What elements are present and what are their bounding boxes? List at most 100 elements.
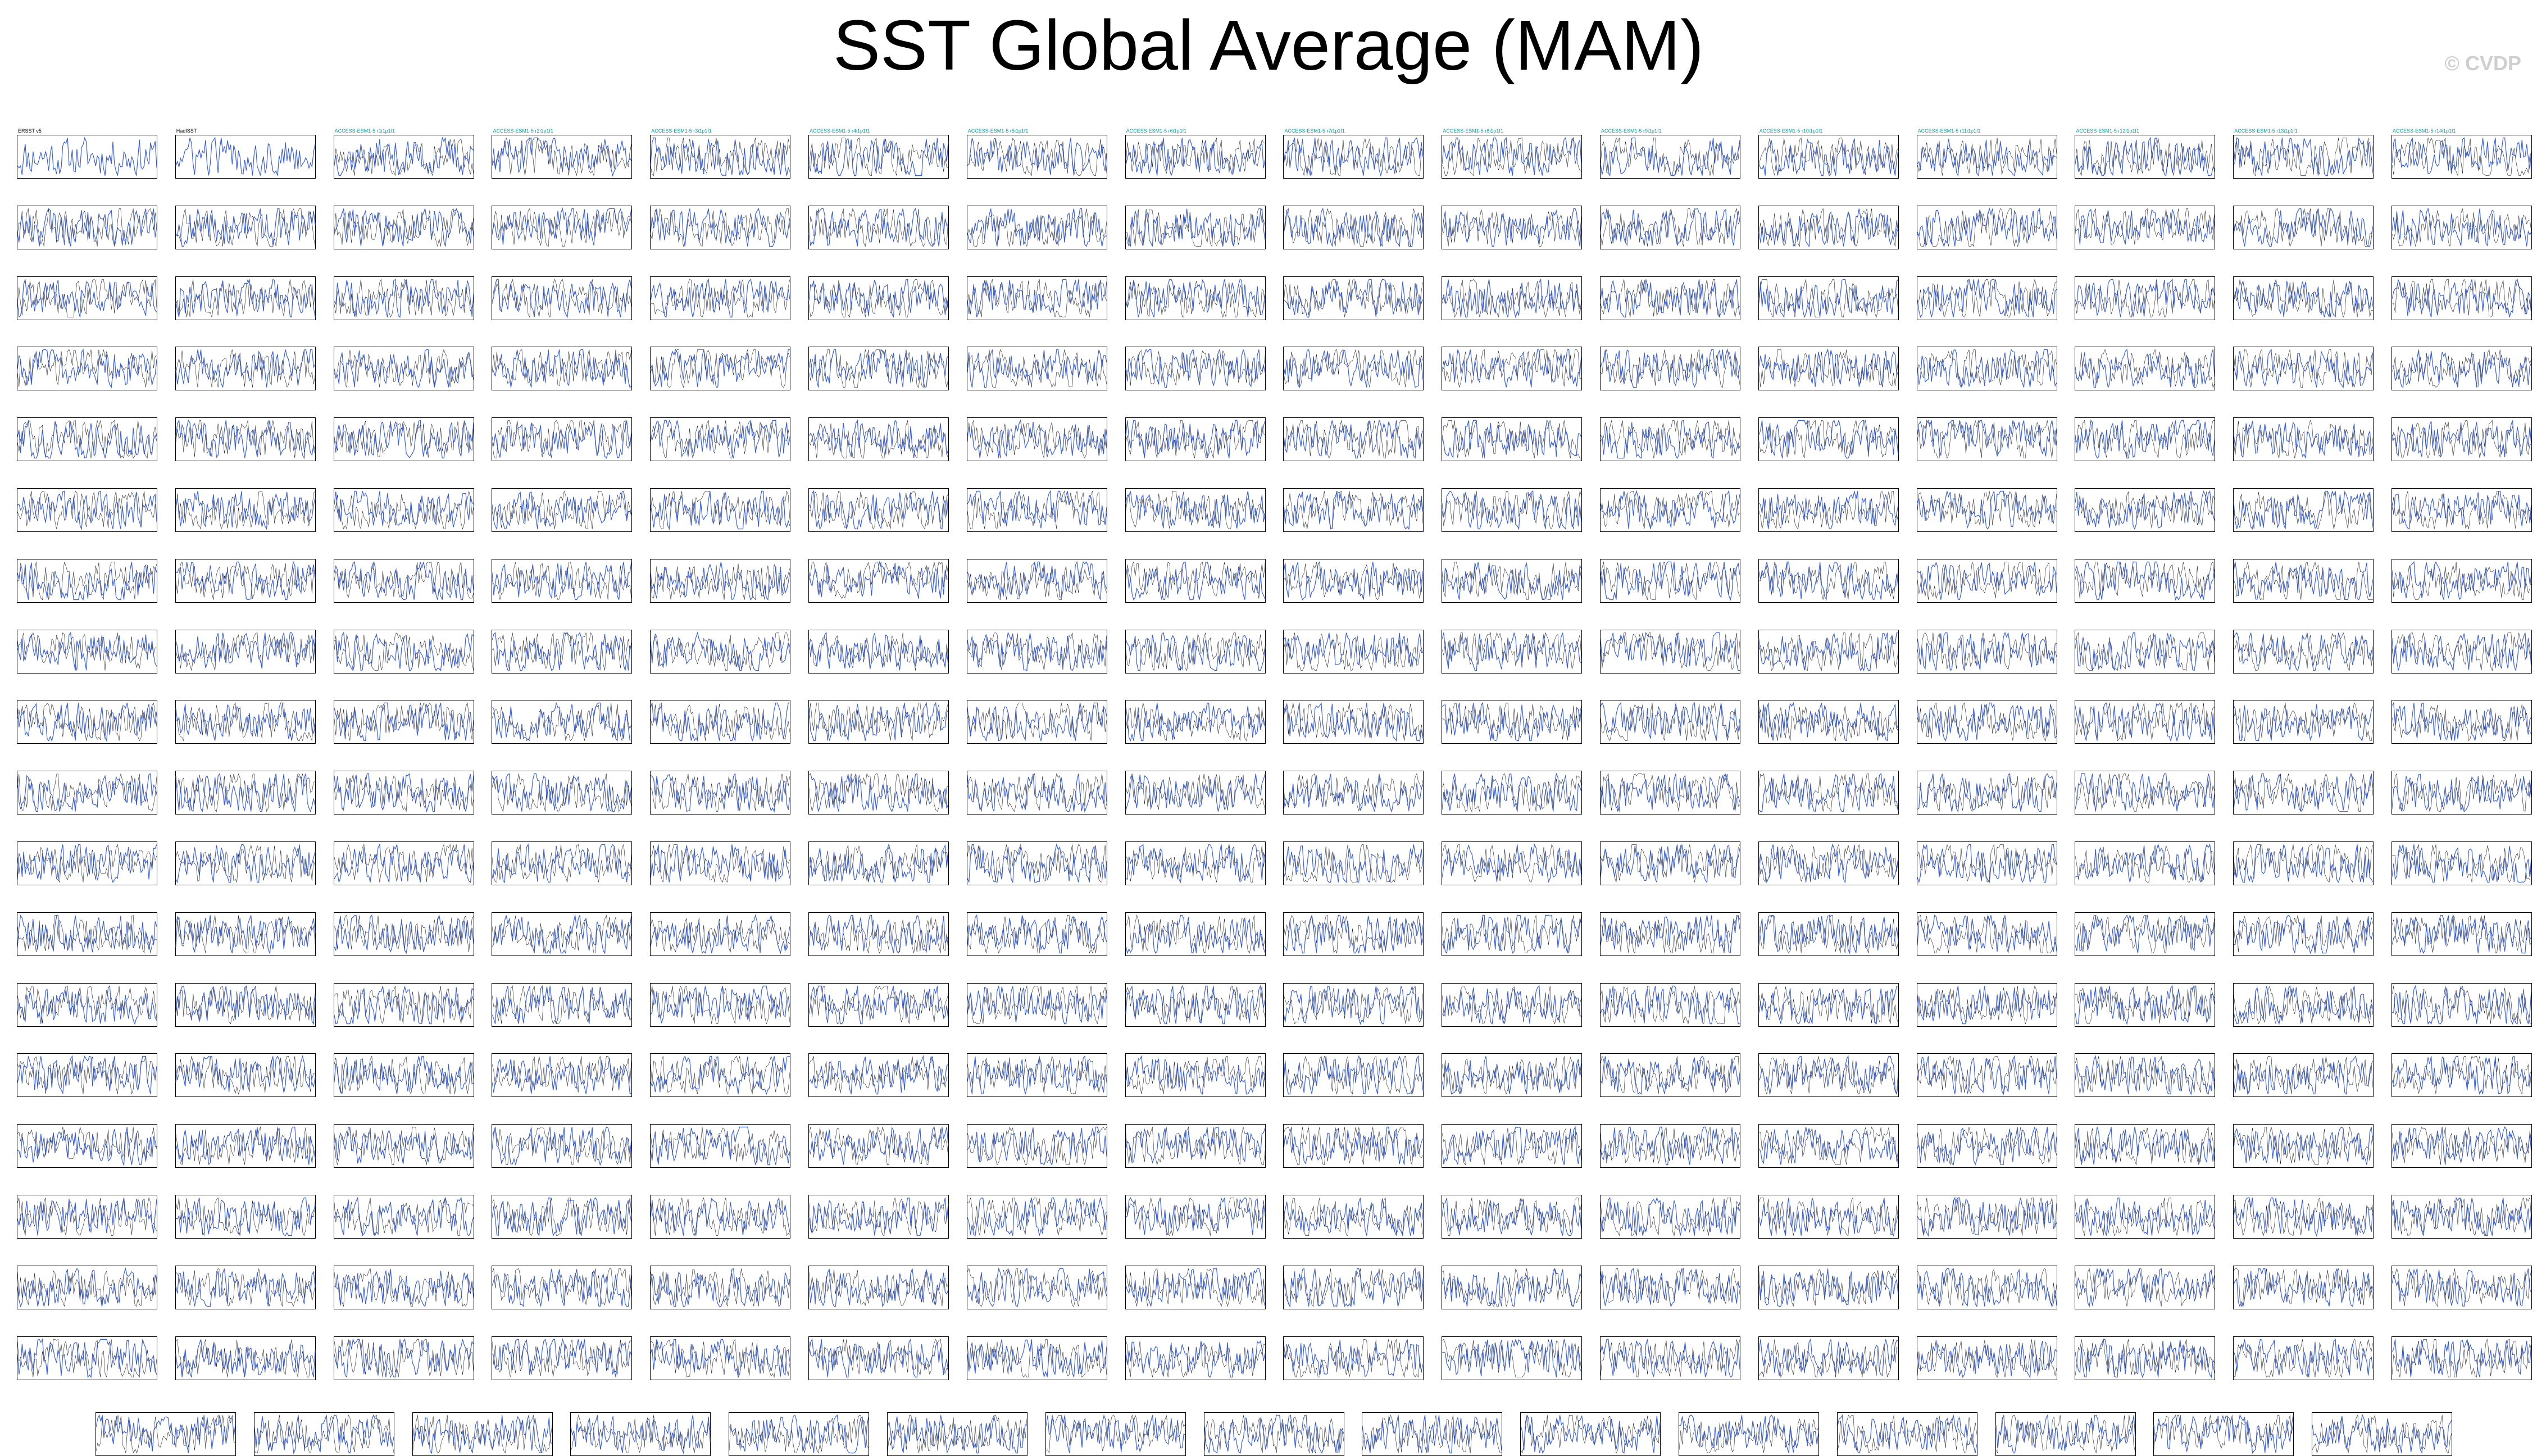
chart-panel: [253, 1412, 394, 1456]
model-series-line: [492, 1126, 632, 1166]
chart-panel: [1758, 1336, 1899, 1380]
panel-frame: [2391, 1053, 2532, 1098]
model-series-line: [1917, 139, 2057, 177]
panel-frame: [808, 135, 949, 179]
model-series-line: [967, 138, 1107, 175]
panel-plot: [17, 1053, 157, 1098]
observation-series-line: [17, 561, 157, 600]
panel-frame: [808, 982, 949, 1027]
model-series-line: [1758, 1127, 1899, 1165]
chart-panel: [1916, 558, 2057, 603]
panel-frame: [1916, 205, 2057, 249]
observation-series-line: [650, 703, 790, 741]
panel-frame: [2391, 205, 2532, 249]
chart-panel: [1916, 1195, 2057, 1239]
panel-plot: [492, 700, 633, 744]
observation-series-line: [967, 349, 1107, 388]
panel-plot: [1283, 276, 1424, 320]
model-series-line: [1283, 914, 1424, 953]
panel-plot: [808, 488, 949, 532]
panel-plot: [966, 700, 1107, 744]
panel-plot: [1600, 347, 1740, 391]
panel-plot: [175, 417, 316, 462]
chart-panel: [808, 276, 949, 320]
chart-panel: [1916, 771, 2057, 815]
panel-frame: [2075, 700, 2216, 744]
model-series-line: [650, 349, 790, 388]
panel-frame: [1600, 700, 1740, 744]
chart-panel: [808, 1336, 949, 1380]
chart-panel: [1758, 347, 1899, 391]
chart-panel: [966, 276, 1107, 320]
panel-plot: [2391, 558, 2532, 603]
model-series-line: [1442, 490, 1582, 530]
panel-frame: [1600, 912, 1740, 956]
model-series-line: [1283, 207, 1424, 248]
chart-panel: [333, 417, 474, 462]
model-series-line: [1916, 703, 2057, 742]
panel-frame: [1283, 417, 1424, 462]
chart-panel: [1125, 347, 1266, 391]
panel-plot: [333, 629, 474, 674]
panel-frame: [1600, 982, 1740, 1027]
chart-panel: [1442, 205, 1583, 249]
observation-series-line: [1758, 985, 1899, 1024]
chart-panel: [17, 629, 157, 674]
observation-series-line: [17, 1127, 157, 1162]
panel-plot: [2075, 912, 2216, 956]
panel-plot: [1600, 1195, 1740, 1239]
observation-series-line: [967, 420, 1107, 459]
panel-frame: [333, 488, 474, 532]
observation-series-line: [1600, 279, 1740, 317]
observation-series-line: [1917, 208, 2057, 247]
model-series-line: [650, 562, 790, 600]
model-series-line: [1284, 1267, 1424, 1308]
panel-plot: [17, 417, 157, 462]
model-series-line: [1758, 491, 1899, 530]
model-series-line: [1758, 985, 1898, 1025]
panel-title: ACCESS-ESM1-5 r2i1p1f1: [493, 128, 553, 134]
observation-series-line: [2233, 1127, 2374, 1166]
panel-plot: [333, 1124, 474, 1168]
model-series-line: [967, 208, 1107, 247]
chart-panel: [2233, 841, 2374, 885]
chart-panel: [333, 912, 474, 956]
panel-frame: [808, 771, 949, 815]
panel-plot: [175, 771, 316, 815]
observation-series-line: [1917, 138, 2057, 176]
chart-panel: [2391, 629, 2532, 674]
chart-panel: [1283, 629, 1424, 674]
model-series-line: [1283, 844, 1424, 884]
panel-frame: [1600, 488, 1740, 532]
observation-series-line: [2075, 279, 2215, 317]
panel-frame: [1283, 771, 1424, 815]
observation-series-line: [2075, 208, 2215, 245]
panel-plot: [492, 629, 633, 674]
panel-plot: [1916, 347, 2057, 391]
panel-plot: [1758, 1336, 1899, 1380]
panel-plot: [2075, 276, 2216, 320]
observation-series-line: [2075, 420, 2215, 459]
panel-plot: [17, 135, 157, 179]
observation-series-line: [1362, 1414, 1502, 1454]
observation-series-line: [17, 1270, 157, 1307]
panel-frame: [492, 558, 633, 603]
chart-panel: [1283, 488, 1424, 532]
chart-panel: [1600, 417, 1740, 462]
model-series-line: [1917, 561, 2057, 600]
panel-frame: [492, 1053, 633, 1098]
chart-panel: [1520, 1412, 1661, 1456]
panel-frame: [175, 135, 316, 179]
panel-frame: [1442, 488, 1583, 532]
model-series-line: [333, 773, 474, 813]
chart-panel: [175, 488, 316, 532]
model-series-line: [808, 207, 949, 247]
model-series-line: [1600, 1055, 1740, 1095]
panel-plot: [175, 700, 316, 744]
chart-panel: [1600, 1053, 1740, 1098]
chart-panel: [650, 700, 791, 744]
panel-plot: [1442, 1053, 1583, 1098]
panel-frame: [2233, 1124, 2374, 1168]
panel-frame: [492, 417, 633, 462]
panel-plot: [1600, 488, 1740, 532]
